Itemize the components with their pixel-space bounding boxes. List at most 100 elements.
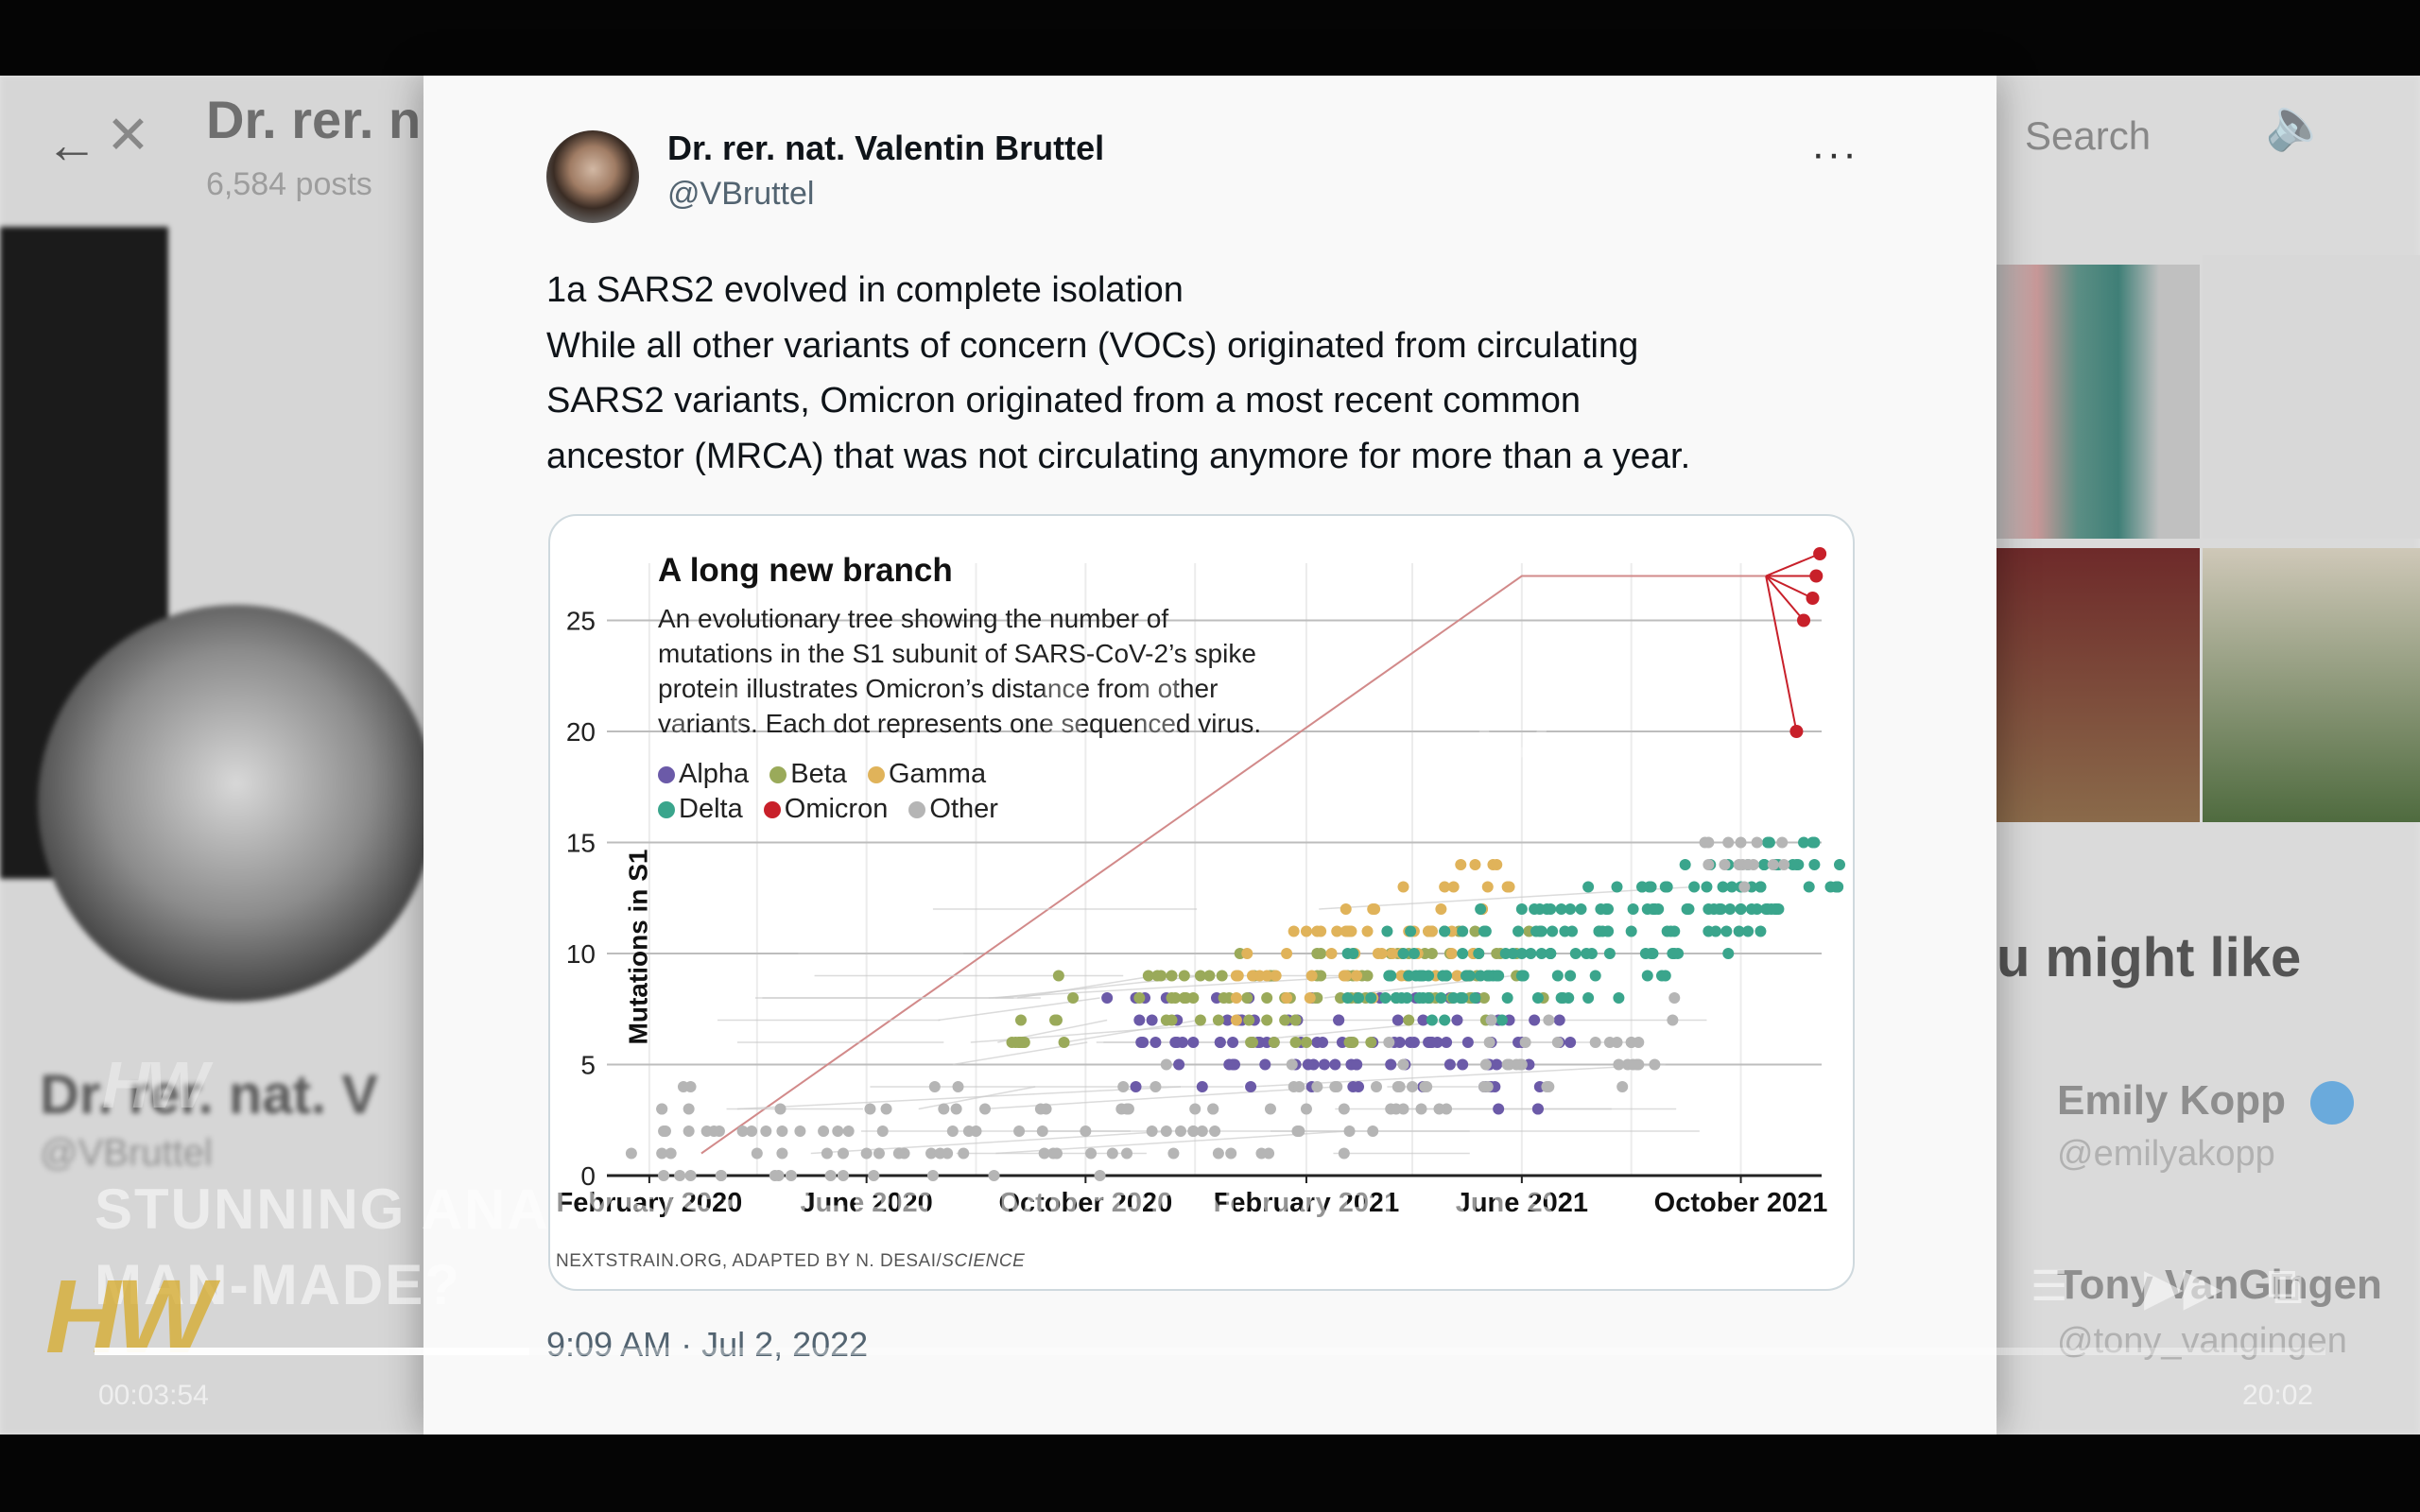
data-point-other — [950, 1103, 962, 1115]
data-point-other — [1519, 1037, 1531, 1048]
video-progress-bar[interactable] — [95, 1348, 2325, 1355]
media-thumbnail[interactable] — [2203, 548, 2420, 822]
data-point-gamma — [1469, 859, 1481, 870]
tweet-timestamp[interactable]: 9:09 AM · Jul 2, 2022 — [546, 1325, 869, 1364]
header-profile-name: Dr. rer. n — [206, 90, 422, 149]
data-point-delta — [1593, 925, 1605, 937]
back-arrow-icon[interactable]: ← — [45, 114, 98, 174]
search-input[interactable]: Search — [2025, 113, 2152, 158]
data-point-other — [962, 1125, 975, 1137]
omicron-terminal-branch — [1765, 575, 1805, 622]
data-point-gamma — [1340, 970, 1352, 982]
data-point-other — [1167, 1147, 1180, 1160]
data-point-beta — [1203, 970, 1216, 982]
suggestion-name[interactable]: Tony VanGingen — [2057, 1262, 2382, 1308]
data-point-delta — [1545, 903, 1557, 915]
volume-icon[interactable]: 🔈 — [2265, 95, 2329, 152]
legend-label: Other — [929, 794, 998, 824]
data-point-gamma — [1331, 925, 1343, 937]
data-point-beta — [1268, 1037, 1280, 1048]
data-point-delta — [1564, 903, 1577, 915]
tweet-text-line: SARS2 variants, Omicron originated from … — [546, 381, 1581, 421]
data-point-other — [674, 1170, 686, 1181]
data-point-delta — [1582, 881, 1595, 893]
data-point-delta — [1709, 925, 1721, 937]
data-point-delta — [1754, 881, 1767, 893]
data-point-delta — [1649, 903, 1661, 915]
tweet-text: 1a SARS2 evolved in complete isolation W… — [546, 263, 1889, 484]
next-icon[interactable]: ▶▶ — [2144, 1259, 2223, 1315]
data-point-delta — [1551, 970, 1564, 982]
data-point-gamma — [1361, 925, 1374, 937]
data-point-beta — [1014, 1014, 1027, 1026]
media-thumbnail[interactable] — [1996, 265, 2200, 539]
data-point-other — [1627, 1058, 1639, 1071]
data-point-delta — [1426, 1014, 1438, 1026]
author-avatar[interactable] — [546, 130, 639, 223]
data-point-beta — [1241, 992, 1253, 1004]
author-handle[interactable]: @VBruttel — [667, 176, 815, 212]
data-point-beta — [1289, 1037, 1302, 1048]
data-point-delta — [1405, 925, 1417, 937]
data-point-other — [1175, 1125, 1187, 1137]
data-point-other — [769, 1170, 781, 1181]
settings-icon[interactable]: ☰ — [2031, 1263, 2068, 1310]
data-point-other — [1286, 1058, 1298, 1071]
author-name[interactable]: Dr. rer. nat. Valentin Bruttel — [667, 129, 1105, 167]
data-point-other — [1543, 1014, 1555, 1026]
data-point-beta — [1491, 948, 1503, 959]
data-point-alpha — [1333, 1014, 1345, 1026]
data-point-beta — [1300, 1037, 1312, 1048]
data-point-delta — [1645, 948, 1657, 959]
legend-label: Omicron — [784, 794, 889, 824]
legend-item: Omicron — [763, 792, 889, 827]
rewind-icon[interactable]: ↺ — [662, 663, 757, 790]
data-point-beta — [1155, 970, 1167, 982]
data-point-other — [684, 1170, 697, 1181]
data-point-delta — [1575, 903, 1587, 915]
close-icon[interactable]: ✕ — [106, 105, 150, 164]
data-point-other — [1094, 1170, 1106, 1181]
legend-swatch — [763, 801, 781, 818]
legend-label: Delta — [679, 794, 743, 824]
data-point-alpha — [1493, 1103, 1505, 1115]
media-thumbnail[interactable] — [2203, 255, 2420, 539]
media-thumbnail[interactable] — [1996, 548, 2200, 822]
fullscreen-exit-icon[interactable]: ⧉ — [2267, 1258, 2304, 1314]
data-point-other — [708, 1125, 720, 1137]
data-point-other — [1383, 1037, 1395, 1048]
data-point-gamma — [1230, 970, 1242, 982]
data-point-delta — [1439, 925, 1451, 937]
data-point-delta — [1602, 925, 1615, 937]
data-point-beta — [1142, 970, 1154, 982]
x-tick-label: June 2020 — [801, 1188, 933, 1218]
data-point-other — [952, 1081, 964, 1092]
data-point-delta — [1672, 948, 1685, 959]
data-point-other — [1013, 1125, 1026, 1137]
data-point-delta — [1806, 836, 1819, 849]
data-point-delta — [1808, 859, 1821, 870]
forward-icon[interactable]: ↻ — [1463, 663, 1559, 790]
data-point-gamma — [1341, 925, 1354, 937]
tweet-media-chart[interactable]: 0 5 10 15 20 25 February 2020 June 2020 October … — [548, 514, 1855, 1291]
data-point-gamma — [1304, 992, 1316, 1004]
data-point-other — [1551, 1037, 1564, 1048]
legend-item: Beta — [769, 757, 847, 792]
data-point-beta — [1426, 948, 1438, 959]
pause-icon[interactable]: ❚❚ — [1014, 663, 1205, 790]
data-point-alpha — [1133, 1014, 1146, 1026]
data-point-other — [1331, 1081, 1343, 1092]
more-options-icon[interactable]: ··· — [1811, 130, 1858, 177]
data-point-delta — [1545, 948, 1557, 959]
data-point-other — [1371, 1081, 1383, 1092]
suggestion-name[interactable]: Emily Kopp — [2057, 1077, 2287, 1124]
data-point-gamma — [1288, 925, 1300, 937]
data-point-beta — [1049, 1014, 1062, 1026]
data-point-delta — [1365, 992, 1377, 1004]
data-point-other — [938, 1103, 950, 1115]
data-point-delta — [1473, 948, 1485, 959]
data-point-delta — [1423, 970, 1435, 982]
data-point-delta — [1636, 881, 1649, 893]
data-point-other — [1735, 836, 1747, 849]
data-point-delta — [1341, 992, 1354, 1004]
